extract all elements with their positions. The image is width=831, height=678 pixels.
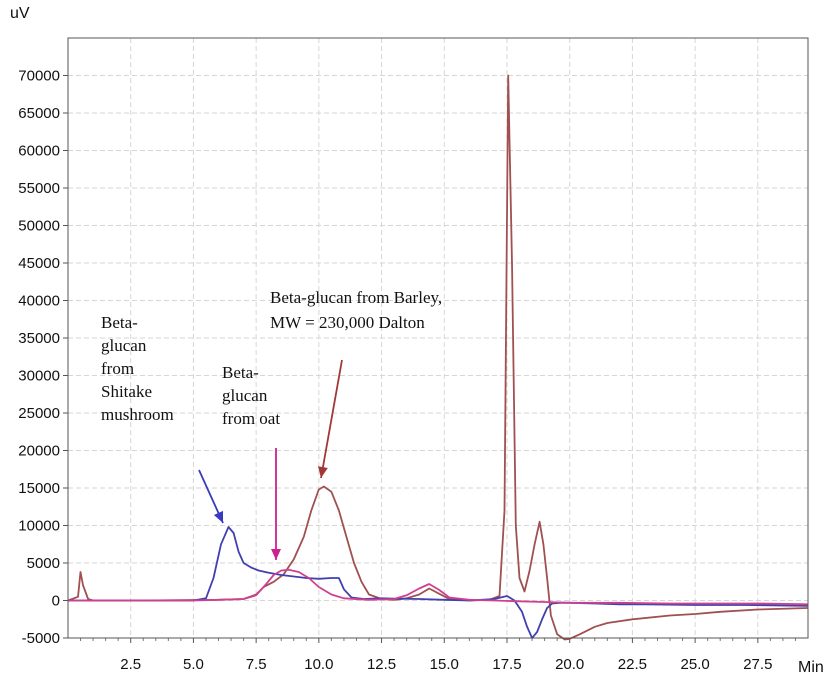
x-tick-label: 7.5 xyxy=(246,656,267,673)
y-tick-label: 0 xyxy=(52,593,60,610)
series-shitake xyxy=(68,526,809,639)
x-tick-label: 17.5 xyxy=(492,656,521,673)
arrow-head xyxy=(318,466,328,478)
y-tick-label: 30000 xyxy=(18,368,60,385)
y-tick-label: 25000 xyxy=(18,405,60,422)
y-tick-label: 65000 xyxy=(18,105,60,122)
annotation-line: Beta- xyxy=(222,363,259,382)
x-tick-label: 20.0 xyxy=(555,656,584,673)
y-tick-label: 60000 xyxy=(18,143,60,160)
y-tick-label: 40000 xyxy=(18,293,60,310)
arrow-head xyxy=(213,510,223,523)
annotation-oat: Beta-glucan from oat xyxy=(222,363,280,428)
annotation-line: glucan xyxy=(101,336,147,355)
series-barley xyxy=(67,74,809,641)
x-tick-label: 12.5 xyxy=(367,656,396,673)
annotation-line: Beta-glucan from Barley, xyxy=(270,288,442,307)
x-tick-label: 25.0 xyxy=(681,656,710,673)
y-tick-label: 10000 xyxy=(18,518,60,535)
y-tick-label: 45000 xyxy=(18,255,60,272)
annotation-shitake: Beta-glucan from Shitake mushroom xyxy=(101,313,174,424)
arrow-head xyxy=(271,549,281,560)
x-axis-ticks: 2.5 5.0 7.5 10.0 12.5 15.0 17.5 20.0 22.5 25.0 27.… xyxy=(80,638,796,673)
x-tick-label: 5.0 xyxy=(183,656,204,673)
series-oat xyxy=(68,568,809,606)
x-tick-label: 2.5 xyxy=(120,656,141,673)
annotation-barley: Beta-glucan from Barley, MW = 230,000 Dal… xyxy=(270,288,442,332)
grid xyxy=(68,38,808,639)
y-tick-label: 5000 xyxy=(27,555,60,572)
x-tick-label: 22.5 xyxy=(618,656,647,673)
series-lines xyxy=(67,74,809,641)
x-tick-label: 10.0 xyxy=(304,656,333,673)
y-axis-ticks: -5000 0 5000 10000 15000 20000 25000 30000 35000… xyxy=(18,68,68,647)
annotation-line: MW = 230,000 Dalton xyxy=(270,313,425,332)
arrow-barley xyxy=(318,359,343,479)
arrow-oat xyxy=(271,448,281,560)
y-tick-label: 50000 xyxy=(18,218,60,235)
y-tick-label: 15000 xyxy=(18,480,60,497)
plot-frame xyxy=(67,37,809,639)
arrow-shitake xyxy=(198,469,224,524)
y-tick-label: 70000 xyxy=(18,68,60,85)
y-tick-label: 20000 xyxy=(18,443,60,460)
y-tick-label: 35000 xyxy=(18,330,60,347)
annotation-line: Shitake xyxy=(101,382,152,401)
annotation-line: Beta- xyxy=(101,313,138,332)
annotations: Beta-glucan from Shitake mushroomBeta-gluca… xyxy=(101,288,442,560)
x-tick-label: 27.5 xyxy=(743,656,772,673)
annotation-line: from oat xyxy=(222,409,280,428)
y-axis-unit: uV xyxy=(10,5,30,22)
x-tick-label: 15.0 xyxy=(430,656,459,673)
y-tick-label: 55000 xyxy=(18,180,60,197)
annotation-line: from xyxy=(101,359,134,378)
annotation-line: glucan xyxy=(222,386,268,405)
x-axis-unit: Min xyxy=(798,659,824,676)
annotation-line: mushroom xyxy=(101,405,174,424)
y-tick-label: -5000 xyxy=(22,630,60,647)
